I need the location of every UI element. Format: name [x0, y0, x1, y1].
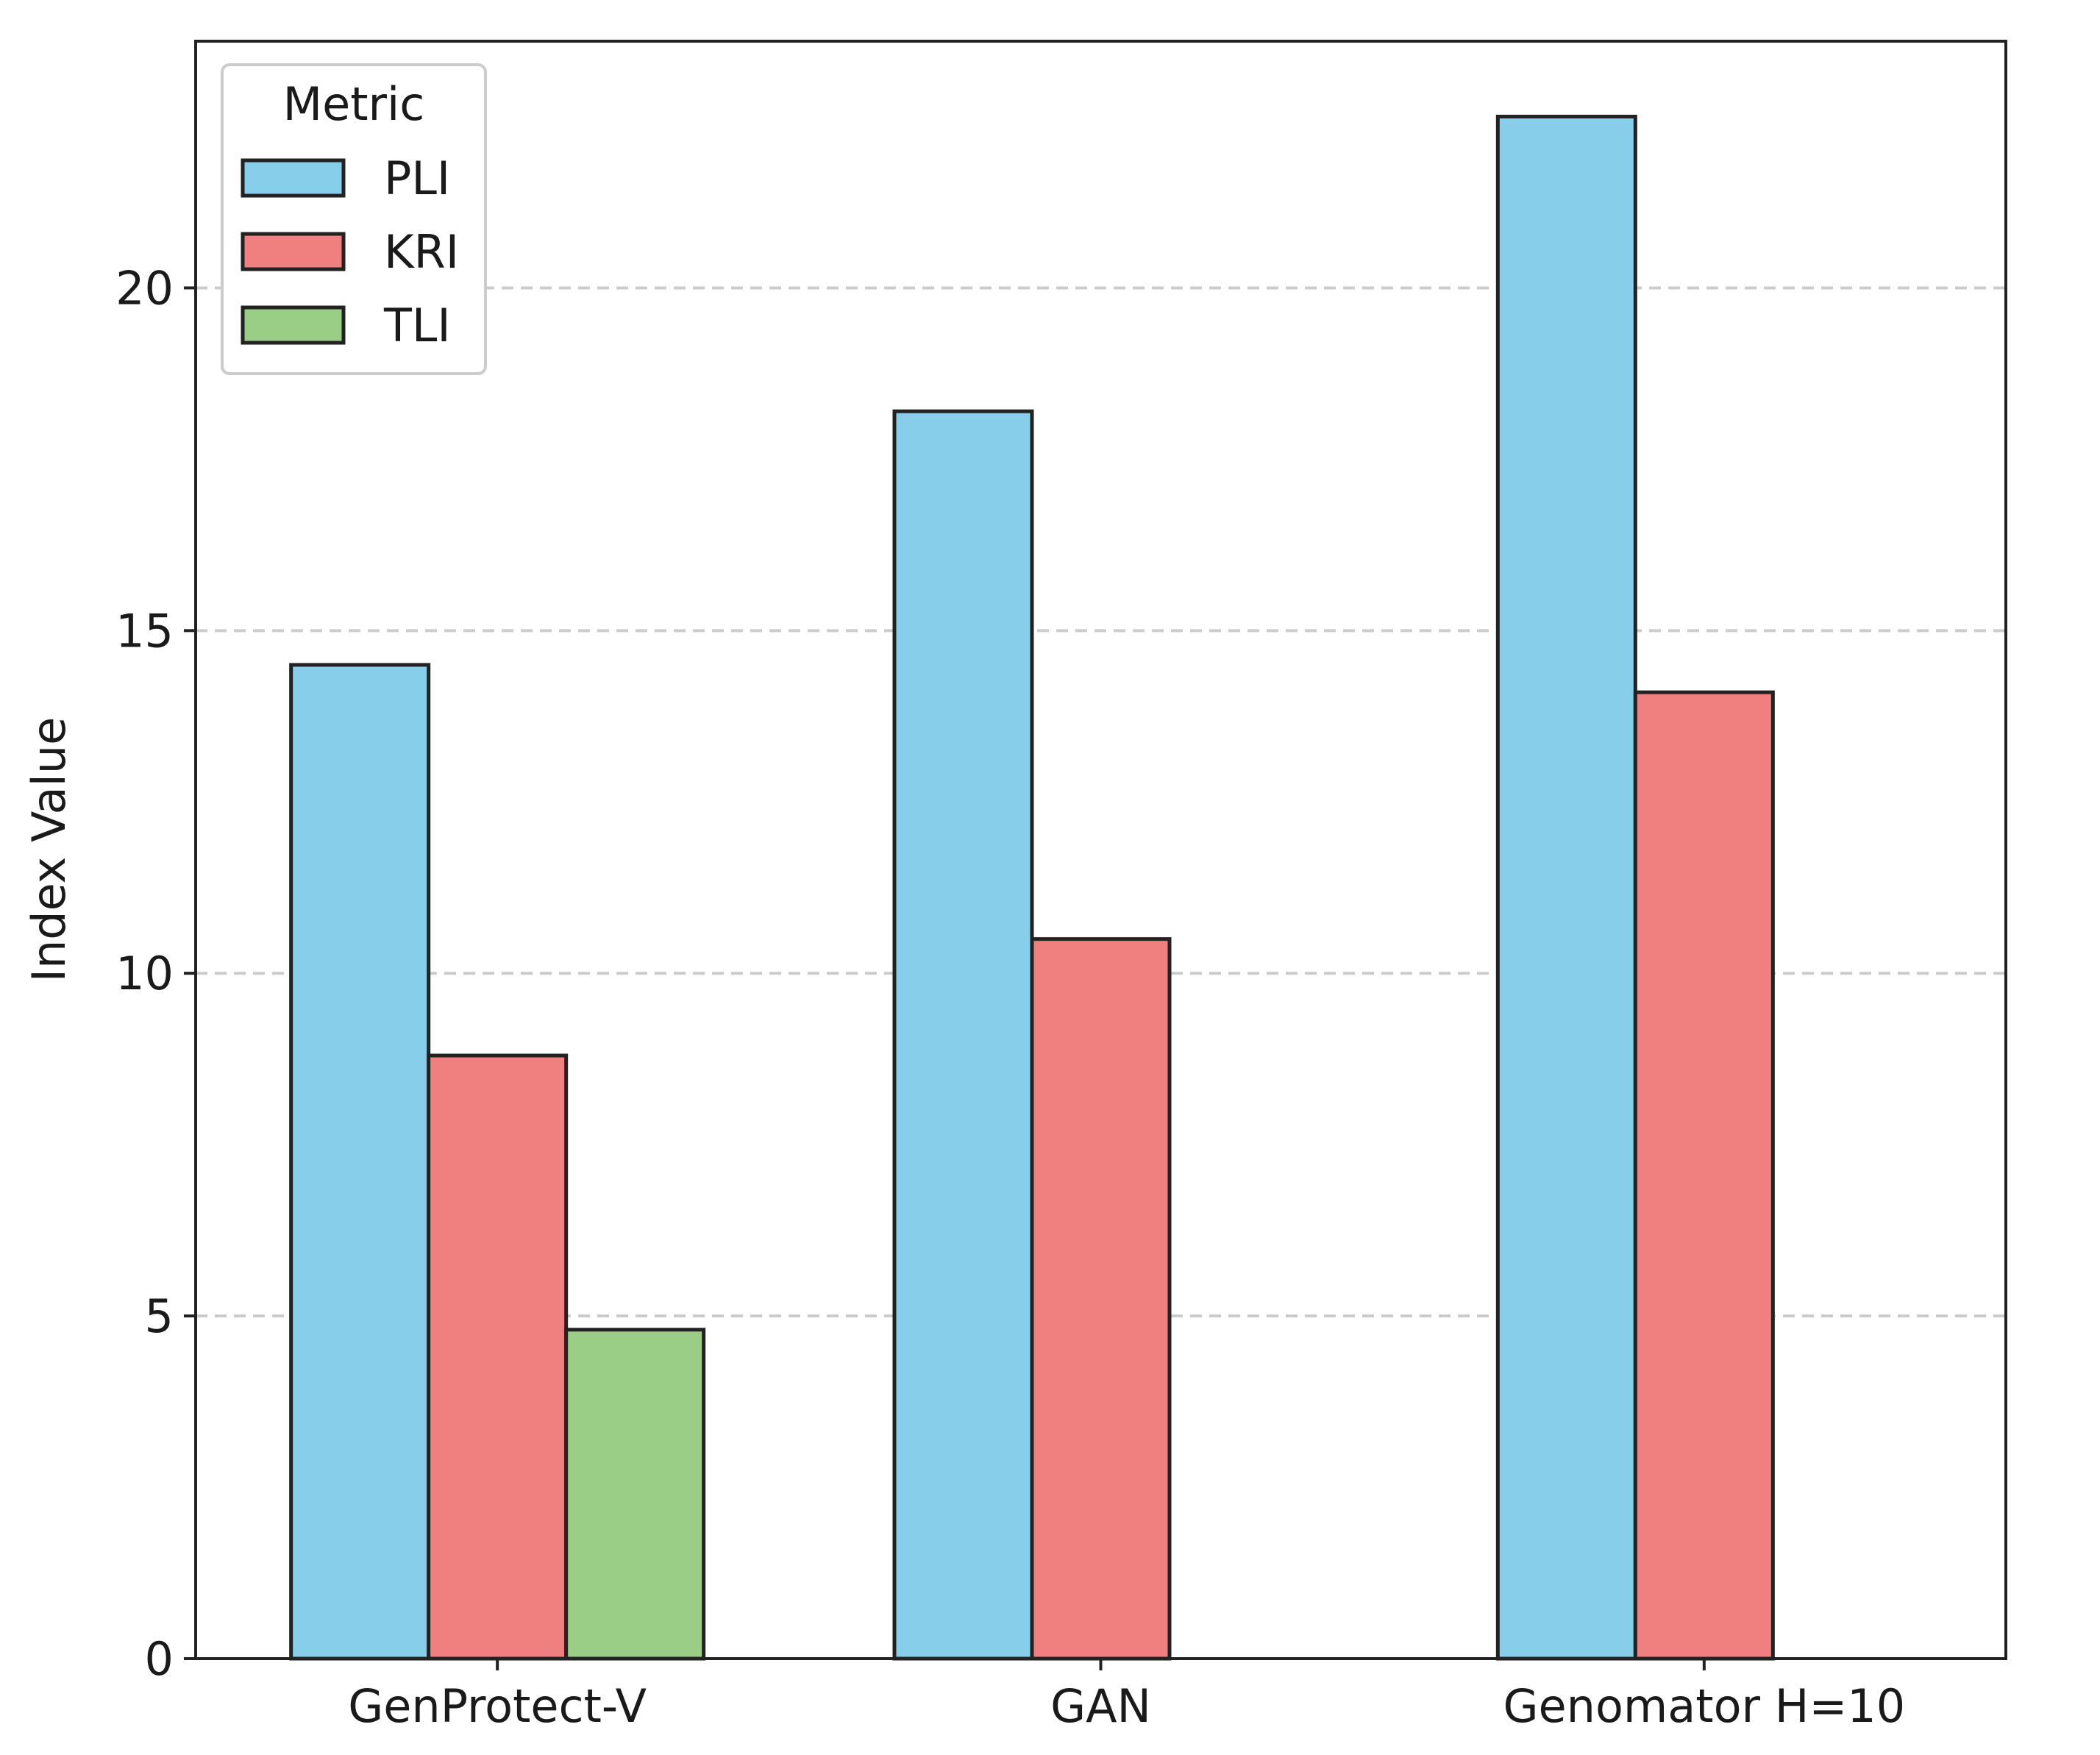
bar-kri-0 [427, 1053, 569, 1661]
y-tick-label: 0 [145, 1632, 174, 1686]
bar-kri-2 [1633, 690, 1775, 1661]
legend-swatch-pli [241, 158, 346, 198]
bar-kri-1 [1030, 937, 1172, 1661]
y-tick-label: 15 [115, 604, 174, 658]
y-tick-label: 20 [115, 261, 174, 315]
legend-swatch-kri [241, 232, 346, 271]
x-tick-label: GAN [1050, 1679, 1151, 1733]
legend-label-pli: PLI [384, 152, 450, 205]
bar-pli-2 [1495, 114, 1637, 1661]
x-tick-label: GenProtect-V [348, 1679, 647, 1733]
bars-layer [289, 114, 1775, 1661]
y-tick-label: 5 [145, 1289, 174, 1343]
legend-label-kri: KRI [384, 225, 459, 279]
x-tick-label: Genomator H=10 [1503, 1679, 1905, 1733]
legend-title: Metric [283, 77, 425, 131]
legend-items: PLI KRI TLI [241, 152, 459, 352]
legend: Metric PLI KRI TLI [221, 63, 487, 375]
y-axis-label: Index Value [22, 717, 76, 983]
legend-frame [221, 63, 487, 375]
ticks-layer: 0 5 10 15 20 GenProtect-V GAN Genomator H=10 [115, 261, 1905, 1733]
y-tick-label: 10 [115, 947, 174, 1000]
bar-pli-0 [289, 663, 431, 1661]
legend-swatch-tli [241, 305, 346, 345]
legend-label-tli: TLI [383, 299, 451, 352]
bar-pli-1 [892, 409, 1034, 1661]
bar-tli-0 [564, 1328, 706, 1661]
